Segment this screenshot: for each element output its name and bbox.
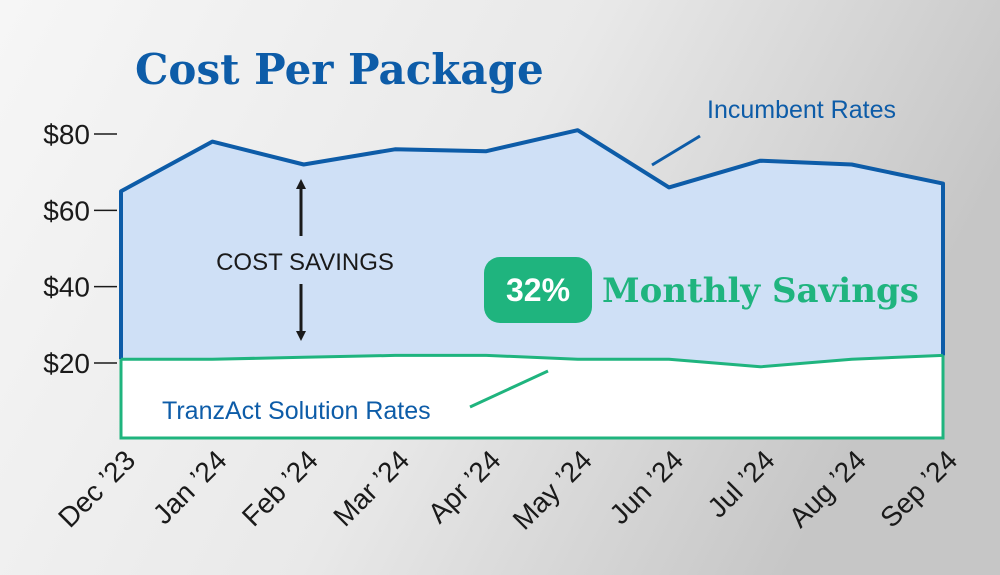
y-axis: $80 $60 $40 $20 — [43, 119, 117, 379]
tranzact-area-border — [119, 355, 945, 440]
cost-savings-label: COST SAVINGS — [216, 249, 394, 276]
y-tick-label: $80 — [43, 119, 90, 150]
tranzact-area — [121, 355, 943, 438]
incumbent-rates-line — [119, 128, 945, 360]
tranzact-rates-leader-line — [469, 369, 549, 409]
savings-percent-value: 32% — [506, 272, 570, 308]
tranzact-solution-rates-label: TranzAct Solution Rates — [162, 397, 431, 425]
incumbent-rates-leader-line — [651, 134, 701, 167]
incumbent-rates-label: Incumbent Rates — [707, 96, 896, 124]
y-tick-label: $60 — [43, 195, 90, 226]
y-tick-label: $40 — [43, 272, 90, 303]
y-tick-label: $20 — [43, 348, 90, 379]
savings-percent-badge — [484, 257, 592, 323]
monthly-savings-label: Monthly Savings — [602, 271, 919, 311]
tranzact-solution-rates-line — [121, 353, 944, 369]
chart-title: Cost Per Package — [135, 45, 544, 94]
